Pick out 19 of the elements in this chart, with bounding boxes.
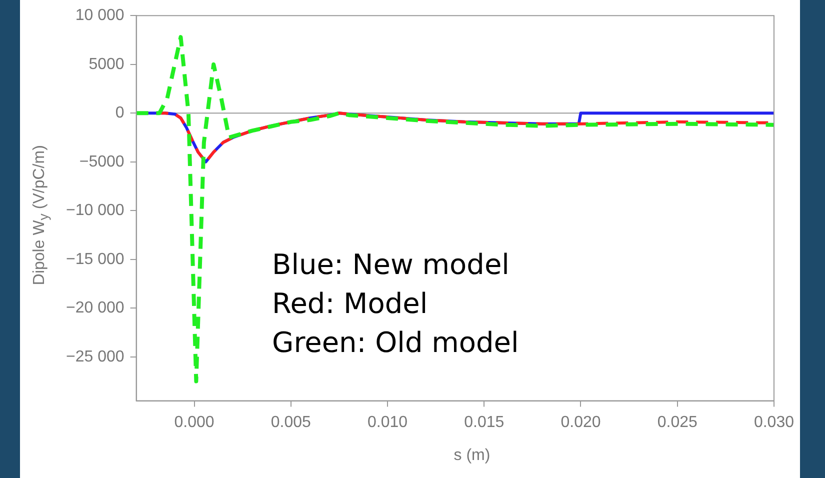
y-tick-label: −10 000 <box>66 202 124 220</box>
y-tick-label: −25 000 <box>66 348 124 366</box>
y-tick-label: −15 000 <box>66 250 124 268</box>
x-tick-label: 0.025 <box>657 414 698 431</box>
x-tick-label: 0.010 <box>367 414 408 431</box>
x-tick-label: 0.000 <box>174 414 214 431</box>
x-tick-label: 0.005 <box>270 414 311 431</box>
y-tick-label: 0 <box>115 104 124 122</box>
y-tick-label: −20 000 <box>66 300 124 317</box>
y-tick-label: 10 000 <box>75 7 124 24</box>
x-axis-title: s (m) <box>452 447 492 465</box>
y-tick-label: 5000 <box>88 56 124 73</box>
x-tick-label: 0.015 <box>464 414 504 431</box>
annotation: Blue: New model <box>272 247 510 283</box>
y-tick-label: −5000 <box>79 153 124 170</box>
x-tick-label: 0.030 <box>754 414 794 431</box>
x-tick-label: 0.020 <box>560 414 601 431</box>
annotation: Green: Old model <box>272 325 519 361</box>
annotation: Red: Model <box>272 286 429 322</box>
